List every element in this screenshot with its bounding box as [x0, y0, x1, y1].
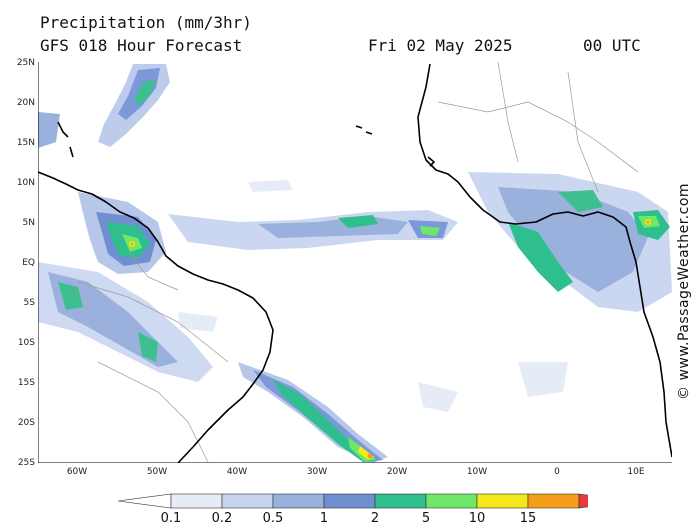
lat-label: 15N [16, 138, 35, 148]
lon-label: 10E [627, 467, 645, 477]
lat-label: 20S [17, 418, 35, 428]
lat-label: 10S [17, 338, 35, 348]
legend-swatch [527, 493, 580, 509]
legend-swatch [170, 493, 223, 509]
legend-label: 5 [421, 511, 431, 526]
precipitation-field [38, 64, 672, 463]
map-title: Precipitation (mm/3hr) [40, 13, 252, 32]
legend-swatch [221, 493, 274, 509]
lon-label: 0 [554, 467, 560, 477]
lon-label: 10W [466, 467, 488, 477]
legend-arrow-high [578, 493, 588, 509]
lat-label: 5N [22, 218, 35, 228]
color-legend [118, 493, 588, 509]
lat-label: 5S [23, 298, 35, 308]
forecast-time: 00 UTC [583, 36, 641, 55]
legend-label: 1 [319, 511, 329, 526]
lat-label: 20N [16, 98, 35, 108]
legend-label: 0.2 [211, 511, 233, 526]
credit-label: © www.PassageWeather.com [676, 182, 692, 400]
lon-label: 40W [226, 467, 248, 477]
legend-label: 0.5 [262, 511, 284, 526]
forecast-date: Fri 02 May 2025 [368, 36, 513, 55]
lon-label: 60W [66, 467, 88, 477]
lon-label: 30W [306, 467, 328, 477]
lat-label: 25S [17, 458, 35, 468]
legend-swatch [323, 493, 376, 509]
legend-label: 2 [370, 511, 380, 526]
lat-label: 10N [16, 178, 35, 188]
legend-swatch [374, 493, 427, 509]
legend-swatch [476, 493, 529, 509]
legend-label: 0.1 [160, 511, 182, 526]
lat-label: 25N [16, 58, 35, 68]
lat-label: EQ [22, 258, 35, 268]
legend-label: 10 [468, 511, 486, 526]
legend-arrow-low [118, 493, 172, 509]
legend-swatch [272, 493, 325, 509]
lon-label: 20W [386, 467, 408, 477]
lon-label: 50W [146, 467, 168, 477]
legend-label: 15 [519, 511, 537, 526]
forecast-subtitle: GFS 018 Hour Forecast [40, 36, 243, 55]
legend-swatch [425, 493, 478, 509]
precipitation-map [38, 62, 672, 463]
lat-label: 15S [17, 378, 35, 388]
coastlines [38, 63, 672, 463]
